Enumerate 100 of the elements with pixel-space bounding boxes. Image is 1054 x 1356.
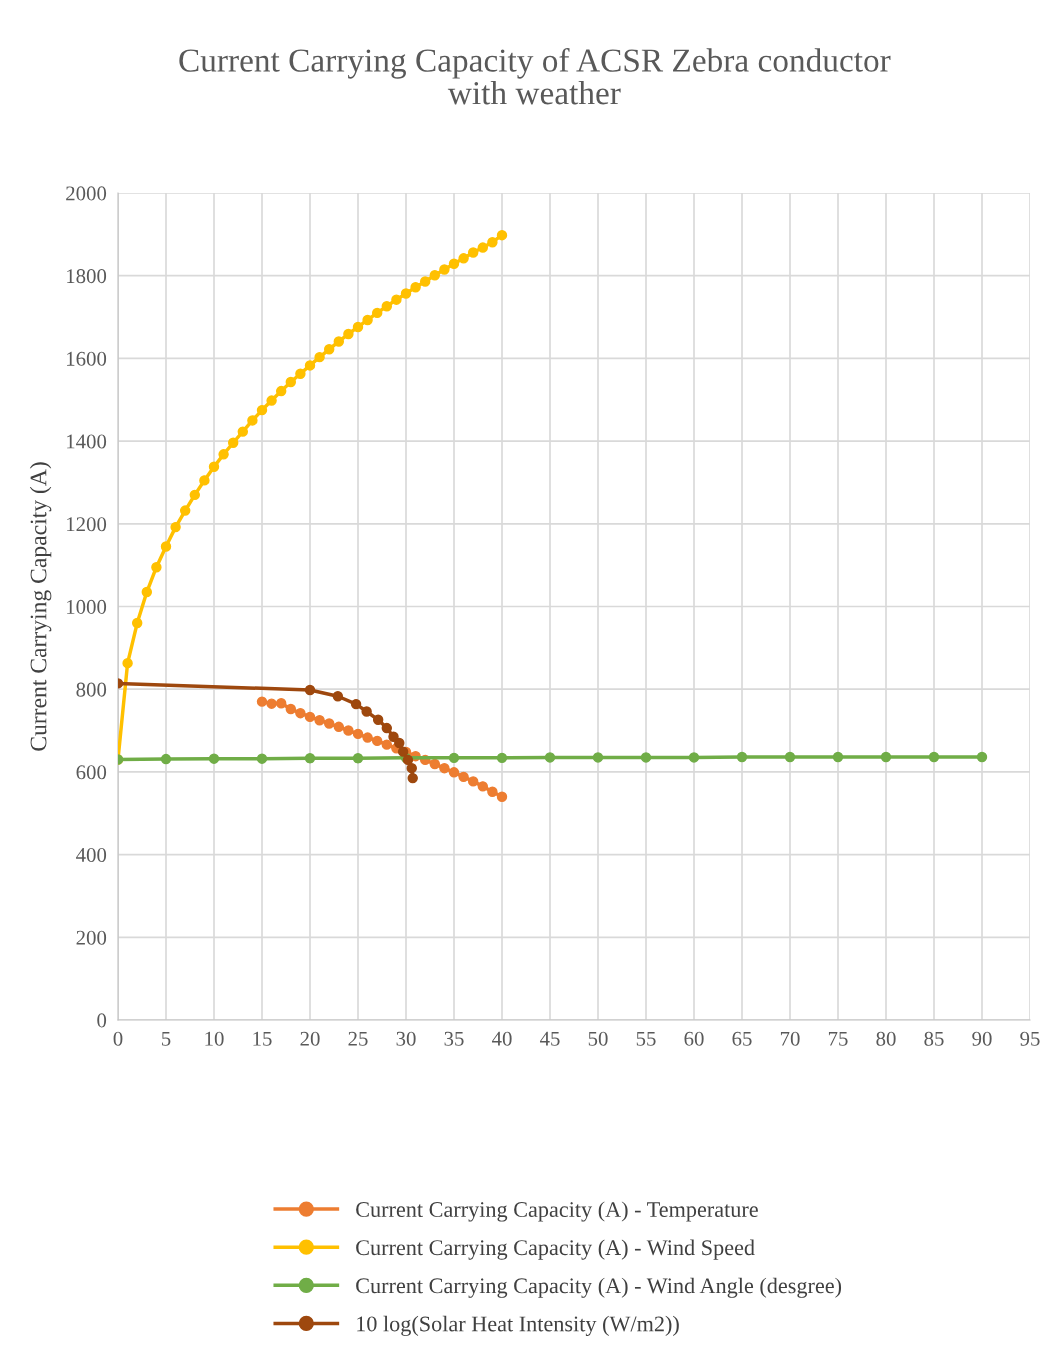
x-tick-label: 5	[162, 1031, 171, 1046]
point	[160, 753, 172, 765]
legend-label: Current Carrying Capacity (A) - Wind Angle (desgree)	[356, 1277, 842, 1298]
point	[362, 732, 373, 743]
point	[448, 258, 460, 269]
point	[256, 696, 268, 707]
point	[458, 771, 469, 783]
point	[496, 752, 508, 764]
point	[429, 270, 441, 281]
point	[371, 735, 383, 747]
point	[400, 288, 412, 299]
point	[350, 698, 362, 710]
point	[170, 521, 181, 533]
point	[487, 786, 498, 797]
point	[208, 753, 220, 764]
point	[784, 751, 796, 763]
point	[295, 368, 306, 379]
x-tick-label: 70	[780, 1031, 800, 1046]
y-tick-label: 200	[76, 930, 107, 945]
point	[343, 725, 354, 736]
y-tick-label: 2000	[66, 186, 107, 201]
point	[361, 706, 372, 717]
point	[314, 351, 325, 363]
point	[237, 426, 249, 437]
x-tick-label: 20	[300, 1031, 320, 1046]
x-tick-label: 55	[636, 1031, 656, 1046]
point	[122, 657, 133, 669]
point	[199, 475, 210, 486]
x-tick-label: 95	[1020, 1031, 1040, 1046]
point	[295, 707, 306, 719]
y-tick-label: 0	[97, 1013, 107, 1028]
y-tick-label: 1600	[67, 351, 107, 366]
y-tick-label: 600	[76, 765, 107, 780]
y-tick-label: 1800	[67, 269, 107, 284]
x-tick-label: 85	[924, 1031, 944, 1046]
x-tick-label: 10	[205, 1031, 224, 1046]
x-tick-label: 0	[113, 1031, 123, 1046]
point	[976, 751, 988, 763]
point	[371, 307, 383, 319]
point	[928, 751, 940, 763]
point	[266, 395, 277, 406]
point	[314, 715, 325, 726]
point	[496, 229, 508, 241]
x-tick-label: 30	[396, 1031, 416, 1046]
point	[352, 753, 364, 764]
point	[448, 752, 460, 764]
y-tick-label: 1000	[67, 599, 107, 614]
point	[333, 336, 345, 347]
point	[362, 314, 373, 326]
point	[381, 722, 393, 734]
x-tick-label: 90	[972, 1031, 992, 1046]
point	[496, 791, 508, 802]
point	[332, 691, 344, 702]
point	[407, 772, 418, 784]
point	[410, 282, 421, 293]
y-axis-title: Current Carrying Capacity (A)	[29, 462, 52, 751]
x-tick-label: 60	[684, 1031, 704, 1046]
point	[381, 301, 393, 312]
point	[189, 489, 201, 501]
y-tick-label: 1400	[67, 434, 107, 449]
point	[343, 328, 354, 340]
legend-label: Current Carrying Capacity (A) - Wind Speed	[356, 1239, 755, 1260]
point	[736, 751, 748, 763]
point	[151, 562, 162, 573]
point	[592, 752, 604, 763]
x-tick-label: 65	[732, 1031, 752, 1046]
point	[131, 617, 143, 629]
point	[285, 703, 297, 715]
point	[406, 762, 417, 774]
point	[256, 404, 268, 416]
x-tick-label: 40	[491, 1031, 512, 1046]
point	[352, 728, 364, 740]
point	[179, 505, 191, 516]
point	[323, 718, 335, 729]
point	[880, 751, 892, 763]
x-tick-label: 25	[348, 1031, 368, 1046]
x-tick-label: 35	[444, 1031, 464, 1046]
point	[227, 437, 239, 448]
x-tick-label: 50	[588, 1031, 608, 1046]
point	[394, 737, 405, 749]
point	[688, 752, 700, 763]
legend-label: 10 log(Solar Heat Intensity (W/m2))	[357, 1315, 679, 1336]
y-tick-label: 1200	[67, 517, 107, 532]
x-tick-label: 15	[253, 1031, 272, 1046]
point	[323, 344, 335, 355]
y-tick-label: 400	[76, 847, 107, 863]
point	[208, 461, 220, 472]
point	[352, 321, 364, 333]
x-tick-label: 75	[828, 1031, 848, 1046]
y-tick-label: 800	[76, 682, 107, 697]
point	[458, 253, 469, 264]
point	[448, 767, 460, 778]
point	[487, 236, 498, 248]
point	[141, 586, 153, 598]
point	[218, 449, 229, 460]
point	[467, 247, 479, 258]
point	[266, 698, 277, 709]
point	[372, 714, 384, 726]
point	[304, 684, 316, 696]
point	[419, 276, 431, 287]
